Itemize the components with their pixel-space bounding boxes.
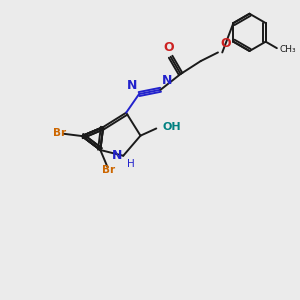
Text: CH₃: CH₃: [279, 45, 296, 54]
Text: O: O: [220, 38, 231, 50]
Text: OH: OH: [162, 122, 181, 132]
Text: N: N: [112, 149, 122, 162]
Text: Br: Br: [102, 165, 116, 176]
Text: O: O: [163, 41, 174, 54]
Text: N: N: [162, 74, 172, 88]
Text: N: N: [127, 79, 138, 92]
Text: Br: Br: [53, 128, 67, 138]
Text: H: H: [127, 159, 134, 169]
